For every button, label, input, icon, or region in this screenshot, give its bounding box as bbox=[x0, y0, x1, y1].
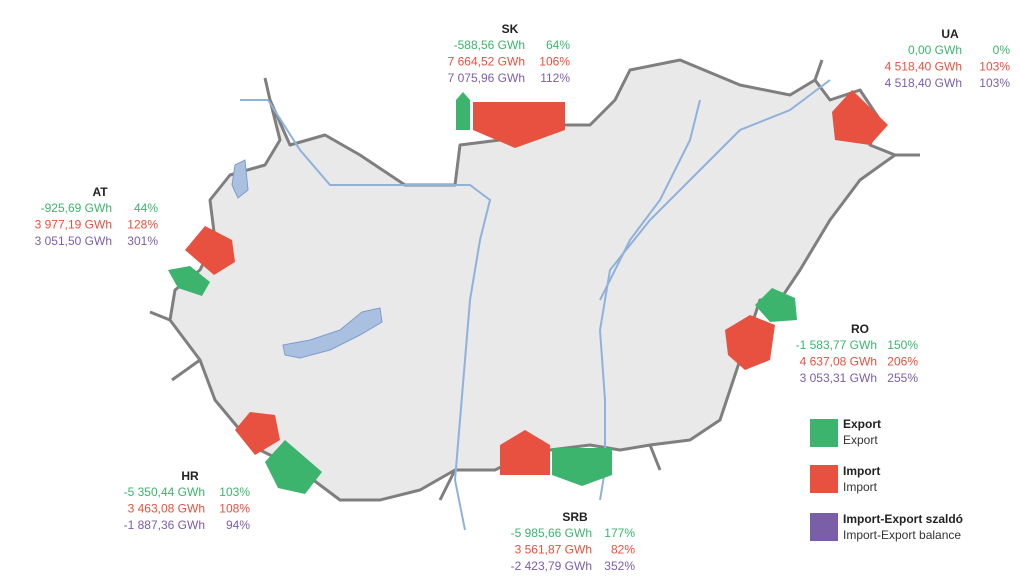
balance-percent: 352% bbox=[604, 559, 635, 573]
import-percent: 108% bbox=[219, 501, 250, 515]
balance-percent: 301% bbox=[127, 234, 158, 248]
border-stubs bbox=[149, 59, 920, 501]
import-value: 7 664,52 GWh bbox=[448, 54, 525, 68]
legend-swatch bbox=[810, 465, 838, 493]
legend-swatch bbox=[810, 419, 838, 447]
river-tisza bbox=[598, 79, 831, 501]
country-code: SK bbox=[502, 22, 519, 36]
export-value: -5 985,66 GWh bbox=[511, 526, 592, 540]
export-value: -5 350,44 GWh bbox=[124, 485, 205, 499]
export-percent: 64% bbox=[546, 38, 570, 52]
legend-title: Import bbox=[843, 464, 880, 478]
import-percent: 103% bbox=[979, 59, 1010, 73]
export-percent: 177% bbox=[604, 526, 635, 540]
import-value: 4 637,08 GWh bbox=[800, 354, 877, 368]
legend-subtitle: Import bbox=[843, 480, 878, 494]
balance-percent: 94% bbox=[226, 518, 250, 532]
export-percent: 150% bbox=[887, 338, 918, 352]
hungary-outline bbox=[168, 58, 897, 502]
import-value: 4 518,40 GWh bbox=[885, 59, 962, 73]
balance-value: 3 051,50 GWh bbox=[35, 234, 112, 248]
import-value: 3 561,87 GWh bbox=[515, 542, 592, 556]
legend: Export Export Import Import Import-Expor… bbox=[810, 417, 963, 542]
balance-value: 3 053,31 GWh bbox=[800, 371, 877, 385]
balance-value: -1 887,36 GWh bbox=[124, 518, 205, 532]
import-value: 3 463,08 GWh bbox=[128, 501, 205, 515]
balance-percent: 112% bbox=[540, 71, 570, 85]
balance-value: 7 075,96 GWh bbox=[448, 71, 525, 85]
import-value: 3 977,19 GWh bbox=[35, 217, 112, 231]
export-value: 0,00 GWh bbox=[908, 43, 962, 57]
legend-subtitle: Export bbox=[843, 433, 878, 447]
import-percent: 106% bbox=[539, 54, 570, 68]
legend-subtitle: Import-Export balance bbox=[843, 528, 961, 542]
country-code: SRB bbox=[562, 510, 588, 524]
country-labels: SK -588,56 GWh 64% 7 664,52 GWh 106% 7 075,96… bbox=[35, 22, 1011, 573]
import-percent: 82% bbox=[611, 542, 635, 556]
lake-ferto bbox=[231, 159, 249, 199]
river-raba bbox=[599, 99, 701, 301]
balance-percent: 255% bbox=[887, 371, 918, 385]
balance-value: 4 518,40 GWh bbox=[885, 76, 962, 90]
country-code: AT bbox=[92, 185, 108, 199]
import-percent: 128% bbox=[127, 217, 158, 231]
country-code: RO bbox=[851, 322, 869, 336]
country-code: HR bbox=[181, 469, 199, 483]
import-percent: 206% bbox=[887, 354, 918, 368]
export-percent: 0% bbox=[993, 43, 1011, 57]
legend-title: Import-Export szaldó bbox=[843, 512, 963, 526]
country-code: UA bbox=[941, 27, 959, 41]
lake-balaton bbox=[282, 307, 383, 359]
export-percent: 44% bbox=[134, 201, 158, 215]
export-value: -925,69 GWh bbox=[41, 201, 112, 215]
balance-percent: 103% bbox=[979, 76, 1010, 90]
export-value: -588,56 GWh bbox=[454, 38, 525, 52]
legend-title: Export bbox=[843, 417, 881, 431]
legend-swatch bbox=[810, 513, 838, 541]
river-danube bbox=[240, 99, 492, 531]
export-value: -1 583,77 GWh bbox=[796, 338, 877, 352]
flow-arrows bbox=[168, 90, 888, 494]
balance-value: -2 423,79 GWh bbox=[511, 559, 592, 573]
export-percent: 103% bbox=[219, 485, 250, 499]
